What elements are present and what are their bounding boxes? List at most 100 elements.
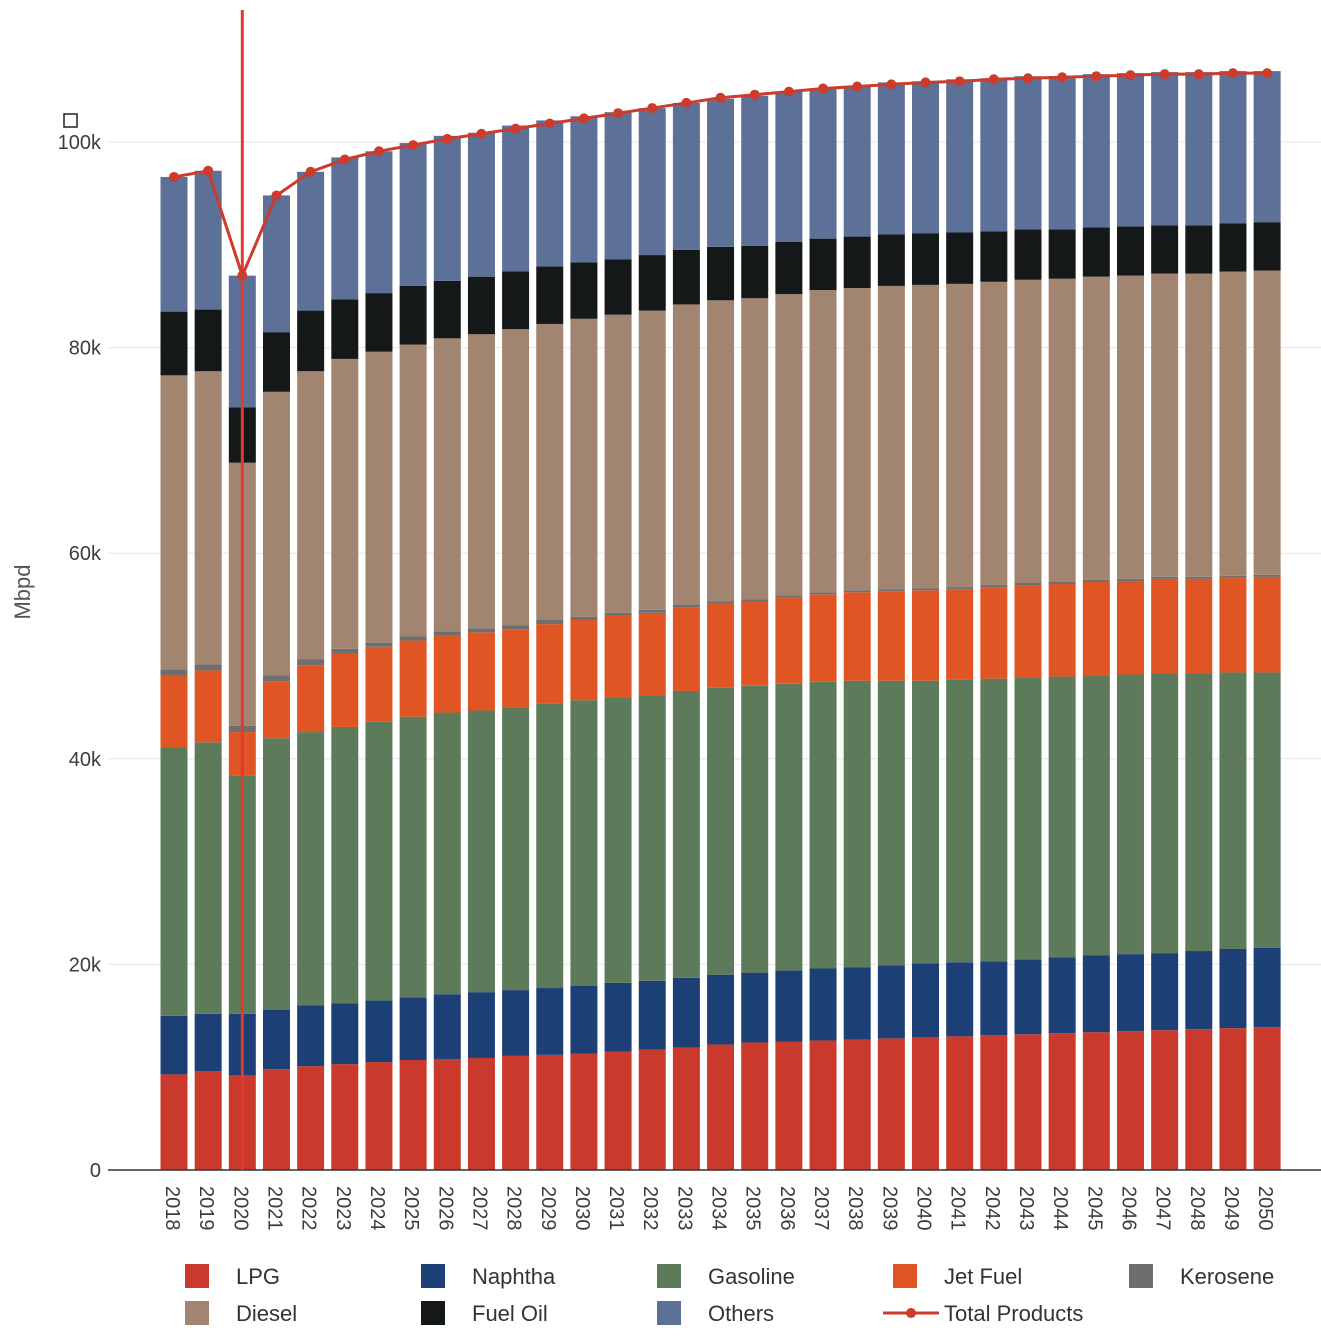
bar-kerosene-2050[interactable]: [1253, 574, 1281, 577]
bar-kerosene-2045[interactable]: [1082, 579, 1110, 582]
bar-jet-fuel-2022[interactable]: [297, 665, 325, 733]
bar-others-2035[interactable]: [741, 95, 769, 246]
bar-diesel-2021[interactable]: [262, 391, 290, 676]
bar-jet-fuel-2039[interactable]: [877, 591, 905, 681]
bar-fuel-oil-2039[interactable]: [877, 234, 905, 286]
bar-naphtha-2040[interactable]: [912, 963, 940, 1038]
legend-item-kerosene[interactable]: Kerosene: [1129, 1264, 1274, 1289]
bar-diesel-2040[interactable]: [912, 284, 940, 589]
bar-kerosene-2042[interactable]: [980, 585, 1008, 588]
bar-jet-fuel-2031[interactable]: [604, 615, 632, 698]
bar-diesel-2024[interactable]: [365, 351, 393, 643]
bar-others-2027[interactable]: [467, 132, 495, 277]
bar-fuel-oil-2046[interactable]: [1116, 226, 1144, 276]
total-products-point-2035[interactable]: [749, 89, 760, 100]
bar-kerosene-2033[interactable]: [672, 604, 700, 608]
bar-kerosene-2028[interactable]: [502, 625, 530, 630]
bar-naphtha-2028[interactable]: [502, 990, 530, 1056]
bar-diesel-2028[interactable]: [502, 329, 530, 626]
bar-fuel-oil-2019[interactable]: [194, 309, 222, 372]
bar-gasoline-2046[interactable]: [1116, 674, 1144, 955]
total-products-point-2026[interactable]: [442, 133, 453, 144]
bar-gasoline-2048[interactable]: [1185, 673, 1213, 952]
total-products-point-2040[interactable]: [920, 77, 931, 88]
total-products-point-2020[interactable]: [237, 270, 248, 281]
bar-kerosene-2039[interactable]: [877, 589, 905, 592]
bar-naphtha-2025[interactable]: [399, 997, 427, 1061]
bar-fuel-oil-2041[interactable]: [946, 232, 974, 284]
bar-jet-fuel-2048[interactable]: [1185, 578, 1213, 674]
bar-jet-fuel-2026[interactable]: [433, 635, 461, 713]
bar-naphtha-2050[interactable]: [1253, 947, 1281, 1028]
bar-fuel-oil-2034[interactable]: [707, 246, 735, 301]
bar-fuel-oil-2033[interactable]: [672, 249, 700, 305]
bar-kerosene-2036[interactable]: [775, 595, 803, 598]
bar-kerosene-2043[interactable]: [1014, 583, 1042, 586]
bar-kerosene-2046[interactable]: [1116, 578, 1144, 581]
bar-lpg-2050[interactable]: [1253, 1027, 1281, 1170]
total-products-point-2022[interactable]: [305, 166, 316, 177]
bar-others-2047[interactable]: [1151, 72, 1179, 226]
bar-fuel-oil-2031[interactable]: [604, 259, 632, 315]
bar-jet-fuel-2050[interactable]: [1253, 576, 1281, 673]
bar-jet-fuel-2041[interactable]: [946, 589, 974, 680]
bar-others-2028[interactable]: [502, 125, 530, 272]
bar-jet-fuel-2042[interactable]: [980, 587, 1008, 679]
bar-diesel-2047[interactable]: [1151, 273, 1179, 577]
bar-jet-fuel-2036[interactable]: [775, 597, 803, 684]
bar-kerosene-2023[interactable]: [331, 648, 359, 654]
bar-fuel-oil-2026[interactable]: [433, 280, 461, 339]
bar-lpg-2043[interactable]: [1014, 1034, 1042, 1170]
bar-jet-fuel-2018[interactable]: [160, 675, 188, 748]
bar-lpg-2029[interactable]: [536, 1054, 564, 1170]
bar-naphtha-2021[interactable]: [262, 1009, 290, 1070]
total-products-point-2027[interactable]: [476, 128, 487, 139]
bar-gasoline-2047[interactable]: [1151, 673, 1179, 954]
legend-item-diesel[interactable]: Diesel: [185, 1301, 297, 1326]
bar-lpg-2030[interactable]: [570, 1053, 598, 1170]
bar-fuel-oil-2043[interactable]: [1014, 229, 1042, 280]
bar-kerosene-2048[interactable]: [1185, 576, 1213, 579]
total-products-point-2046[interactable]: [1125, 70, 1136, 81]
bar-jet-fuel-2024[interactable]: [365, 646, 393, 722]
bar-diesel-2025[interactable]: [399, 344, 427, 637]
legend-item-naphtha[interactable]: Naphtha: [421, 1264, 556, 1289]
legend-item-lpg[interactable]: LPG: [185, 1264, 280, 1289]
bar-jet-fuel-2037[interactable]: [809, 594, 837, 682]
bar-naphtha-2035[interactable]: [741, 972, 769, 1043]
bar-diesel-2050[interactable]: [1253, 270, 1281, 575]
legend-item-jet-fuel[interactable]: Jet Fuel: [893, 1264, 1022, 1289]
bar-lpg-2042[interactable]: [980, 1035, 1008, 1170]
bar-fuel-oil-2050[interactable]: [1253, 222, 1281, 271]
bar-others-2045[interactable]: [1082, 74, 1110, 228]
bar-fuel-oil-2027[interactable]: [467, 276, 495, 335]
total-products-point-2025[interactable]: [408, 140, 419, 151]
bar-lpg-2021[interactable]: [262, 1069, 290, 1170]
bar-diesel-2043[interactable]: [1014, 279, 1042, 584]
bar-others-2029[interactable]: [536, 120, 564, 267]
bar-others-2037[interactable]: [809, 88, 837, 239]
total-products-point-2029[interactable]: [544, 118, 555, 129]
bar-jet-fuel-2038[interactable]: [843, 592, 871, 681]
bar-gasoline-2030[interactable]: [570, 700, 598, 986]
total-products-point-2033[interactable]: [681, 97, 692, 108]
total-products-point-2044[interactable]: [1057, 72, 1068, 83]
bar-fuel-oil-2047[interactable]: [1151, 225, 1179, 274]
bar-jet-fuel-2034[interactable]: [707, 603, 735, 688]
legend-item-total-products[interactable]: Total Products: [883, 1301, 1083, 1326]
bar-lpg-2018[interactable]: [160, 1074, 188, 1170]
bar-naphtha-2019[interactable]: [194, 1013, 222, 1072]
bar-others-2046[interactable]: [1116, 73, 1144, 227]
bar-lpg-2024[interactable]: [365, 1062, 393, 1170]
bar-naphtha-2043[interactable]: [1014, 959, 1042, 1035]
bar-diesel-2042[interactable]: [980, 281, 1008, 586]
bar-naphtha-2026[interactable]: [433, 994, 461, 1059]
bar-gasoline-2028[interactable]: [502, 707, 530, 991]
bar-lpg-2027[interactable]: [467, 1057, 495, 1170]
bar-fuel-oil-2049[interactable]: [1219, 223, 1247, 272]
bar-kerosene-2040[interactable]: [912, 588, 940, 591]
bar-naphtha-2039[interactable]: [877, 965, 905, 1039]
bar-kerosene-2022[interactable]: [297, 659, 325, 666]
bar-diesel-2039[interactable]: [877, 285, 905, 590]
bar-fuel-oil-2048[interactable]: [1185, 225, 1213, 274]
